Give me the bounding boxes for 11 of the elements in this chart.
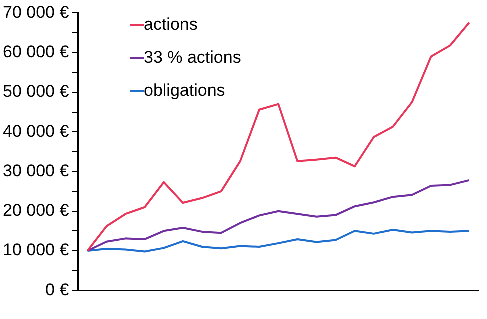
y-tick-label: 50 000 € [2,82,70,102]
legend-label: actions [144,14,198,34]
legend-label: 33 % actions [144,48,242,68]
y-tick-label: 10 000 € [2,240,70,260]
y-tick-label: 30 000 € [2,161,70,180]
y-tick-label: 40 000 € [2,122,70,141]
legend-label: obligations [144,80,226,100]
y-tick-label: 20 000 € [2,201,70,220]
y-tick-label: 0 € [46,280,70,300]
y-tick-label: 60 000 € [2,42,70,62]
y-tick-label: 70 000 € [2,2,70,22]
